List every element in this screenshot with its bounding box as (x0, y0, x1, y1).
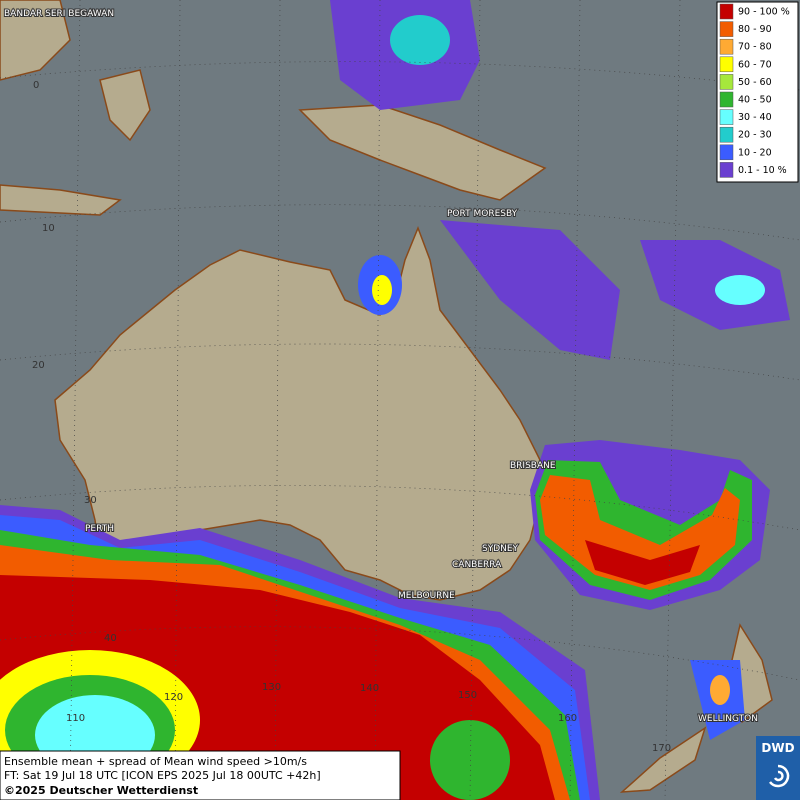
grid-label: 140 (360, 683, 379, 694)
grid-label: 130 (262, 682, 281, 693)
grid-label: 0 (33, 80, 39, 91)
labels: BANDAR SERI BEGAWAN PORT MORESBY BRISBANE S… (3, 8, 759, 754)
legend: 90 - 100 % 80 - 90 70 - 80 60 - 70 50 - 60 40… (719, 3, 790, 178)
grid-label: 110 (66, 713, 85, 724)
footer-box (0, 750, 401, 800)
legend-swatch (719, 91, 734, 108)
legend-label: 10 - 20 (738, 147, 772, 158)
grid-label: 40 (104, 633, 117, 644)
grid-label: 120 (164, 692, 183, 703)
city-label: SYDNEY (482, 544, 519, 554)
legend-swatch (719, 74, 734, 90)
city-label: BANDAR SERI BEGAWAN (4, 9, 114, 19)
legend-swatch (719, 162, 734, 178)
grid-label: 20 (32, 360, 45, 371)
legend-swatch (719, 21, 734, 37)
legend-label: 70 - 80 (738, 42, 772, 53)
grid-label: 30 (84, 495, 97, 506)
footer-line: FT: Sat 19 Jul 18 UTC [ICON EPS 2025 Jul… (4, 769, 321, 782)
city-label: PORT MORESBY (447, 209, 518, 219)
grid-label: 10 (42, 223, 55, 234)
logo-icon (769, 764, 790, 788)
legend-swatch (719, 144, 734, 161)
city-label: WELLINGTON (698, 714, 758, 724)
city-label: CANBERRA (452, 560, 502, 570)
grid-label: 150 (458, 690, 477, 701)
legend-label: 20 - 30 (738, 130, 772, 141)
legend-swatch (719, 38, 734, 55)
legend-label: 60 - 70 (738, 59, 772, 70)
legend-label: 30 - 40 (738, 112, 772, 123)
legend-label: 40 - 50 (738, 95, 772, 106)
logo: DWD (761, 741, 794, 755)
city-label: BRISBANE (510, 461, 556, 471)
legend-label: 50 - 60 (738, 77, 772, 88)
legend-swatch (719, 126, 734, 143)
legend-label: 90 - 100 % (738, 7, 790, 18)
grid-label: 160 (558, 713, 577, 724)
city-label: MELBOURNE (398, 591, 455, 601)
logo-box (756, 736, 800, 800)
footer-line: Ensemble mean + spread of Mean wind spee… (4, 755, 307, 768)
legend-swatch (719, 56, 734, 73)
copyright: ©2025 Deutscher Wetterdienst (4, 784, 198, 797)
grid-label: 170 (652, 743, 671, 754)
legend-label: 0.1 - 10 % (738, 165, 787, 176)
legend-swatch (719, 3, 734, 20)
legend-swatch (719, 109, 734, 125)
legend-label: 80 - 90 (738, 24, 772, 35)
city-label: PERTH (85, 524, 114, 534)
